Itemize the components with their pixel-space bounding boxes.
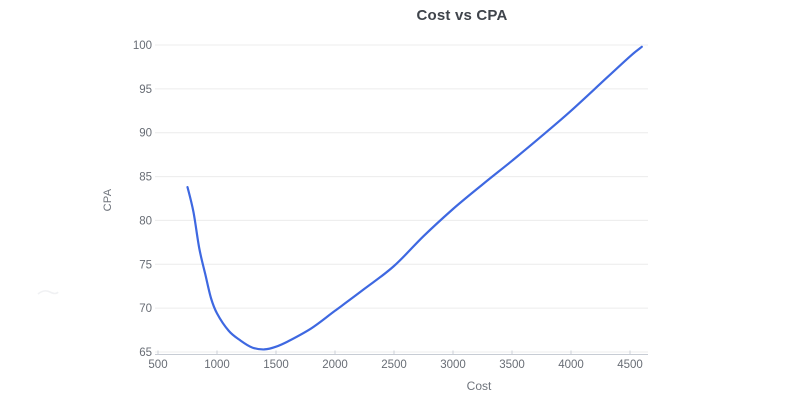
- y-tick-label-65: 65: [139, 347, 152, 359]
- x-tick-label-3000: 3000: [440, 359, 466, 371]
- x-tick-label-2500: 2500: [381, 359, 407, 371]
- y-tick-label-85: 85: [139, 172, 152, 184]
- y-tick-label-70: 70: [139, 303, 152, 315]
- x-axis-title: Cost: [466, 379, 492, 393]
- x-tick-label-2000: 2000: [322, 359, 348, 371]
- x-tick-label-1000: 1000: [204, 359, 230, 371]
- chart-title: Cost vs CPA: [416, 7, 508, 24]
- x-tick-label-3500: 3500: [499, 359, 525, 371]
- x-tick-label-1500: 1500: [263, 359, 289, 371]
- x-tick-label-500: 500: [148, 359, 167, 371]
- faint-artifact: [37, 290, 59, 295]
- series-line-cpa: [186, 45, 643, 351]
- y-tick-label-95: 95: [139, 84, 152, 96]
- x-tick-label-4000: 4000: [558, 359, 584, 371]
- y-tick-label-90: 90: [139, 128, 152, 140]
- x-tick-label-4500: 4500: [617, 359, 643, 371]
- y-tick-label-100: 100: [133, 40, 152, 52]
- y-tick-label-80: 80: [139, 215, 152, 227]
- y-tick-label-75: 75: [139, 259, 152, 271]
